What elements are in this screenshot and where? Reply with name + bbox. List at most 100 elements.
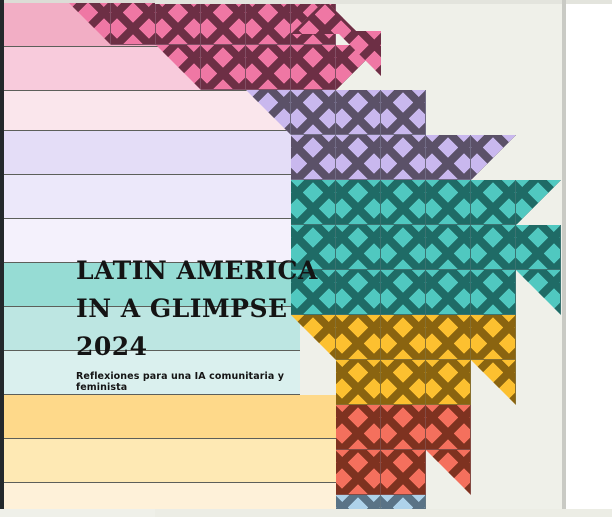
- tile-diamond-motif: [426, 180, 470, 224]
- tile-diamond-motif: [426, 405, 470, 449]
- tile-diamond-motif: [381, 135, 425, 179]
- tile-diamond-motif: [336, 225, 380, 269]
- map-tile: [291, 90, 336, 135]
- map-tile: [426, 315, 471, 360]
- tile-diamond-motif: [201, 0, 245, 44]
- tile-diamond-motif: [426, 360, 470, 404]
- map-tile: [426, 270, 471, 315]
- map-tile: [426, 450, 471, 495]
- tile-diamond-motif: [291, 135, 335, 179]
- tile-diamond-motif: [471, 360, 515, 404]
- map-tile: [336, 495, 381, 509]
- tile-diamond-motif: [336, 135, 380, 179]
- map-tile: [66, 0, 111, 45]
- tile-diamond-motif: [471, 180, 515, 224]
- tile-diamond-motif: [201, 45, 245, 89]
- map-tile: [336, 270, 381, 315]
- page-top-edge: [155, 0, 612, 4]
- map-tile: [426, 180, 471, 225]
- map-tile: [381, 495, 426, 509]
- page-sheet: LATIN AMERICA IN A GLIMPSE 2024 Reflexio…: [0, 0, 562, 509]
- map-tile: [336, 90, 381, 135]
- map-tile: [336, 360, 381, 405]
- tile-diamond-motif: [471, 135, 515, 179]
- color-band-purple-2: [0, 175, 300, 219]
- map-tile: [471, 315, 516, 360]
- tile-diamond-motif: [291, 225, 335, 269]
- tile-diamond-motif: [336, 180, 380, 224]
- tile-diamond-motif: [381, 405, 425, 449]
- map-tile: [291, 225, 336, 270]
- color-band-teal-1: [0, 263, 300, 307]
- tile-diamond-motif: [471, 315, 515, 359]
- map-tile: [336, 450, 381, 495]
- tile-diamond-motif: [336, 360, 380, 404]
- tile-diamond-motif: [291, 270, 335, 314]
- map-tile: [471, 180, 516, 225]
- tile-diamond-motif: [111, 0, 155, 44]
- map-tile: [201, 45, 246, 90]
- tile-diamond-motif: [66, 0, 110, 44]
- map-tile: [111, 0, 156, 45]
- title-line-1: LATIN AMERICA: [76, 256, 318, 285]
- map-tile: [291, 180, 336, 225]
- tile-diamond-motif: [381, 225, 425, 269]
- tile-diamond-motif: [246, 0, 290, 44]
- tile-diamond-motif: [381, 450, 425, 494]
- tile-diamond-motif: [516, 270, 560, 314]
- map-tile: [516, 225, 561, 270]
- map-tile: [426, 405, 471, 450]
- tile-diamond-motif: [381, 315, 425, 359]
- color-band-yellow-3: [0, 483, 336, 509]
- map-tile: [336, 405, 381, 450]
- tile-diamond-motif: [426, 135, 470, 179]
- map-tile: [381, 405, 426, 450]
- map-tile: [471, 360, 516, 405]
- map-tile: [426, 225, 471, 270]
- tile-diamond-motif: [426, 270, 470, 314]
- map-tile: [426, 135, 471, 180]
- map-tile: [381, 450, 426, 495]
- tile-diamond-motif: [336, 90, 380, 134]
- map-tile: [156, 45, 201, 90]
- map-tile: [291, 45, 336, 90]
- color-band-teal-2: [0, 307, 300, 351]
- map-tile: [201, 0, 246, 45]
- map-tile: [336, 180, 381, 225]
- color-band-yellow-2: [0, 439, 336, 483]
- color-band-purple-1: [0, 131, 300, 175]
- tile-diamond-motif: [156, 45, 200, 89]
- tile-diamond-motif: [336, 450, 380, 494]
- page-right-shadow: [562, 0, 566, 509]
- map-tile: [246, 90, 291, 135]
- map-tile: [246, 0, 291, 45]
- tile-diamond-motif: [516, 225, 560, 269]
- latin-america-tile-map: [66, 0, 561, 509]
- map-tile: [516, 270, 561, 315]
- tile-diamond-motif: [246, 90, 290, 134]
- tile-diamond-motif: [381, 360, 425, 404]
- title-line-2: IN A GLIMPSE: [76, 294, 288, 323]
- tile-diamond-motif: [156, 0, 200, 44]
- tile-diamond-motif: [426, 450, 470, 494]
- tile-diamond-motif: [336, 495, 380, 509]
- map-tile: [471, 135, 516, 180]
- map-tile: [381, 90, 426, 135]
- tile-diamond-motif: [471, 225, 515, 269]
- map-tile: [381, 315, 426, 360]
- tile-diamond-motif: [381, 180, 425, 224]
- tile-diamond-motif: [426, 315, 470, 359]
- page-spine: [0, 0, 4, 509]
- tile-diamond-motif: [291, 90, 335, 134]
- viewport-bottom-strip-right: [155, 509, 612, 517]
- map-tile: [336, 135, 381, 180]
- cover-subtitle: Reflexiones para una IA comunitaria y fe…: [76, 371, 285, 393]
- color-band-yellow-1: [0, 395, 336, 439]
- tile-diamond-motif: [381, 90, 425, 134]
- map-tile: [516, 180, 561, 225]
- tile-diamond-motif: [426, 225, 470, 269]
- tile-diamond-motif: [336, 315, 380, 359]
- map-tile: [381, 135, 426, 180]
- map-tile: [246, 45, 291, 90]
- map-tile: [471, 270, 516, 315]
